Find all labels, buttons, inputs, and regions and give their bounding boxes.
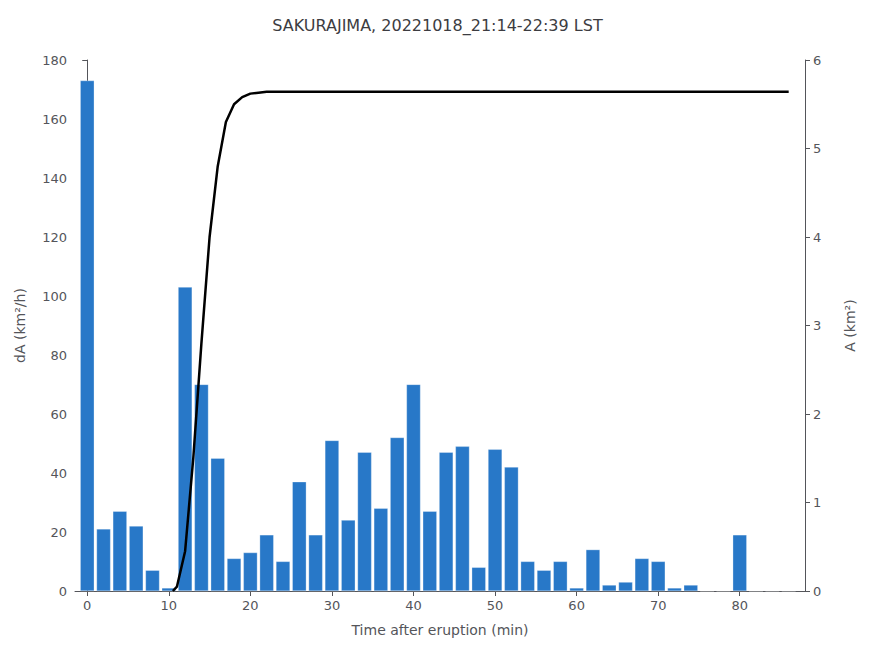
svg-text:140: 140	[42, 171, 67, 186]
svg-text:1: 1	[813, 495, 821, 510]
svg-text:20: 20	[50, 525, 67, 540]
svg-text:6: 6	[813, 53, 821, 68]
svg-text:160: 160	[42, 112, 67, 127]
svg-text:3: 3	[813, 318, 821, 333]
svg-text:SAKURAJIMA, 20221018_21:14-22:: SAKURAJIMA, 20221018_21:14-22:39 LST	[272, 16, 603, 36]
svg-text:4: 4	[813, 230, 821, 245]
svg-text:0: 0	[59, 584, 67, 599]
svg-text:2: 2	[813, 407, 821, 422]
svg-text:0: 0	[83, 598, 91, 613]
svg-text:70: 70	[650, 598, 667, 613]
svg-text:dA (km²/h): dA (km²/h)	[12, 288, 28, 363]
svg-text:40: 40	[50, 466, 67, 481]
svg-text:80: 80	[731, 598, 748, 613]
svg-text:A (km²): A (km²)	[842, 299, 858, 351]
svg-text:10: 10	[161, 598, 178, 613]
svg-text:40: 40	[405, 598, 422, 613]
svg-text:60: 60	[50, 407, 67, 422]
svg-text:5: 5	[813, 141, 821, 156]
svg-text:50: 50	[487, 598, 504, 613]
svg-text:60: 60	[568, 598, 585, 613]
svg-text:180: 180	[42, 53, 67, 68]
svg-text:100: 100	[42, 289, 67, 304]
svg-text:0: 0	[813, 584, 821, 599]
svg-text:20: 20	[242, 598, 259, 613]
svg-text:Time after eruption (min): Time after eruption (min)	[350, 622, 528, 638]
svg-text:80: 80	[50, 348, 67, 363]
svg-text:30: 30	[324, 598, 341, 613]
svg-text:120: 120	[42, 230, 67, 245]
